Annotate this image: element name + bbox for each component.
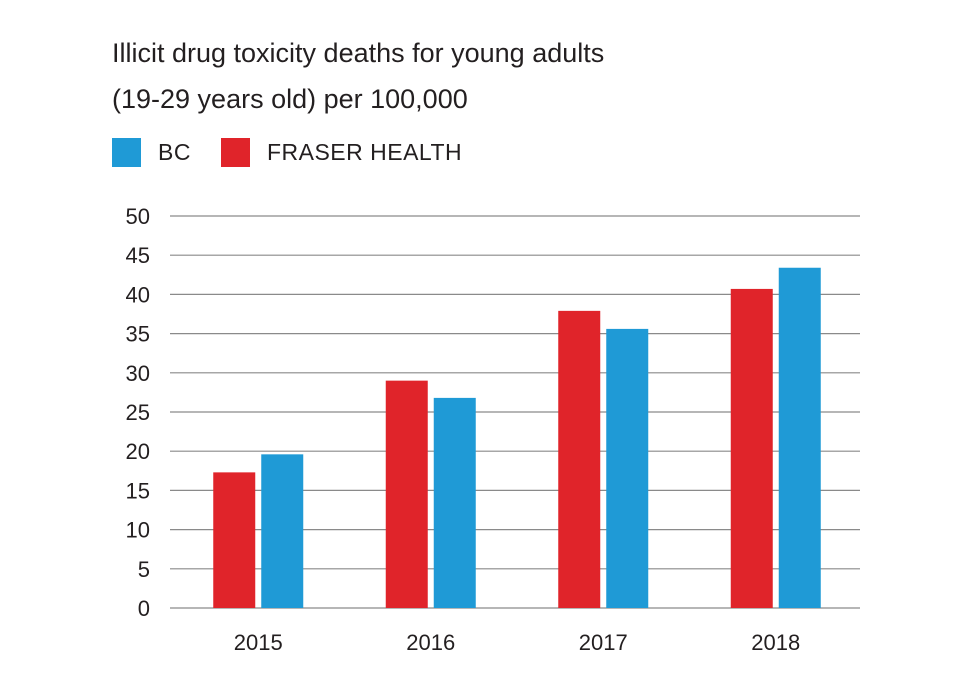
y-tick-label-25: 25 [126, 400, 150, 425]
y-tick-label-10: 10 [126, 518, 150, 543]
legend-label-bc: BC [158, 139, 191, 165]
legend-label-fraser-health: FRASER HEALTH [266, 139, 463, 165]
y-tick-label-15: 15 [126, 478, 150, 503]
chart-title-line-1: Illicit drug toxicity deaths for young a… [112, 38, 605, 68]
x-tick-label-2018: 2018 [751, 630, 800, 655]
legend-item-fraser-health: FRASER HEALTH [220, 138, 463, 167]
bar-fraser-health-2018 [730, 288, 773, 608]
chart-title-line-2: (19-29 years old) per 100,000 [112, 84, 468, 114]
bar-bc-2015 [261, 454, 304, 608]
legend-swatch-bc [112, 138, 141, 167]
bar-bc-2017 [606, 328, 649, 608]
y-tick-label-50: 50 [126, 204, 150, 229]
y-tick-label-40: 40 [126, 282, 150, 307]
bar-fraser-health-2015 [213, 472, 256, 608]
legend-swatch-fraser-health [220, 138, 250, 167]
y-tick-label-0: 0 [138, 596, 150, 621]
bar-bc-2018 [778, 267, 821, 608]
x-tick-label-2017: 2017 [579, 630, 628, 655]
y-tick-label-45: 45 [126, 243, 150, 268]
y-tick-label-35: 35 [126, 322, 150, 347]
bar-bc-2016 [433, 397, 476, 608]
bar-fraser-health-2017 [558, 310, 601, 608]
y-tick-label-20: 20 [126, 439, 150, 464]
chart-legend: BC FRASER HEALTH [112, 138, 492, 167]
bar-fraser-health-2016 [385, 380, 428, 608]
x-tick-label-2016: 2016 [406, 630, 455, 655]
legend-item-bc: BC [112, 138, 191, 167]
chart-title: Illicit drug toxicity deaths for young a… [112, 30, 604, 122]
x-tick-label-2015: 2015 [234, 630, 283, 655]
y-tick-label-5: 5 [138, 557, 150, 582]
y-tick-label-30: 30 [126, 361, 150, 386]
